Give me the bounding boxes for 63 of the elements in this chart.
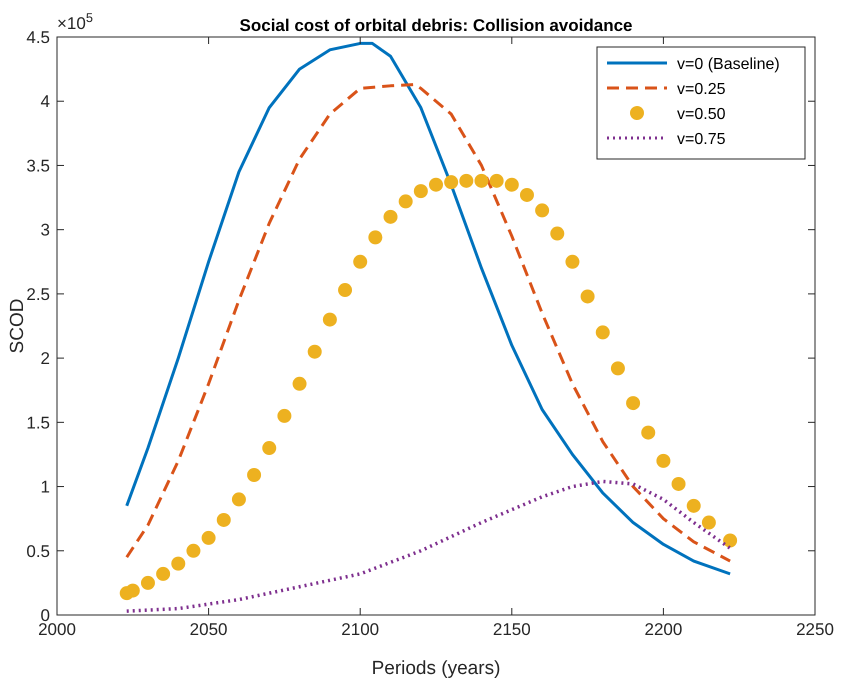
point — [596, 325, 610, 340]
point — [232, 492, 246, 506]
point — [202, 530, 216, 545]
point — [580, 289, 595, 304]
point — [384, 210, 398, 224]
point — [216, 512, 231, 527]
y-tick-label: 2.5 — [26, 284, 50, 304]
point — [262, 441, 276, 456]
point — [308, 344, 322, 359]
point — [672, 476, 686, 491]
point — [641, 426, 656, 440]
x-tick-label: 2100 — [341, 620, 380, 639]
point — [156, 566, 170, 581]
y-tick-label: 3 — [40, 220, 50, 240]
point — [626, 396, 640, 410]
point — [444, 175, 458, 190]
x-tick-label: 2000 — [38, 620, 76, 639]
legend-label: v=0.25 — [677, 81, 726, 98]
point — [429, 178, 443, 192]
point — [353, 254, 368, 269]
point — [140, 576, 155, 590]
point — [686, 498, 701, 513]
legend-label: v=0.50 — [677, 106, 726, 123]
point — [520, 188, 534, 202]
point — [322, 312, 337, 327]
point — [277, 408, 292, 423]
point — [459, 174, 474, 188]
y-tick-label: 3.5 — [26, 156, 50, 176]
y-tick-label: 4.5 — [26, 28, 50, 47]
point — [550, 226, 564, 241]
point — [414, 184, 428, 198]
y-tick-label: 2 — [40, 349, 50, 368]
point — [702, 516, 716, 530]
x-tick-label: 2200 — [644, 620, 682, 639]
point — [656, 454, 670, 468]
text: ×10$^{5}$ — [57, 10, 93, 33]
point — [723, 534, 738, 548]
y-tick-label: 4 — [40, 92, 50, 112]
chart-title: Social cost of orbital debris: Collision avoidance — [240, 16, 632, 35]
legend-label: v=0.75 — [677, 131, 726, 148]
y-tick-label: 1.5 — [26, 413, 50, 432]
point — [504, 178, 519, 192]
y-tick-label: 1 — [40, 478, 50, 497]
point — [610, 361, 625, 376]
point — [398, 194, 413, 208]
point — [490, 174, 504, 188]
x-axis-title: Periods (years) — [372, 658, 500, 679]
point — [474, 174, 488, 188]
legend-label: v=0 (Baseline) — [677, 56, 780, 73]
point — [247, 468, 262, 482]
point — [565, 254, 580, 269]
y-tick-label: 0.5 — [26, 542, 50, 561]
y-axis-title: SCOD — [7, 298, 28, 354]
x-tick-label: 2150 — [492, 620, 531, 639]
point — [535, 203, 550, 218]
point — [338, 283, 352, 298]
point — [292, 376, 307, 391]
point — [186, 544, 200, 558]
x-tick-label: 2250 — [796, 620, 834, 639]
point — [171, 556, 186, 571]
point — [126, 584, 140, 598]
x-tick-label: 2050 — [190, 620, 228, 639]
point — [368, 230, 382, 244]
